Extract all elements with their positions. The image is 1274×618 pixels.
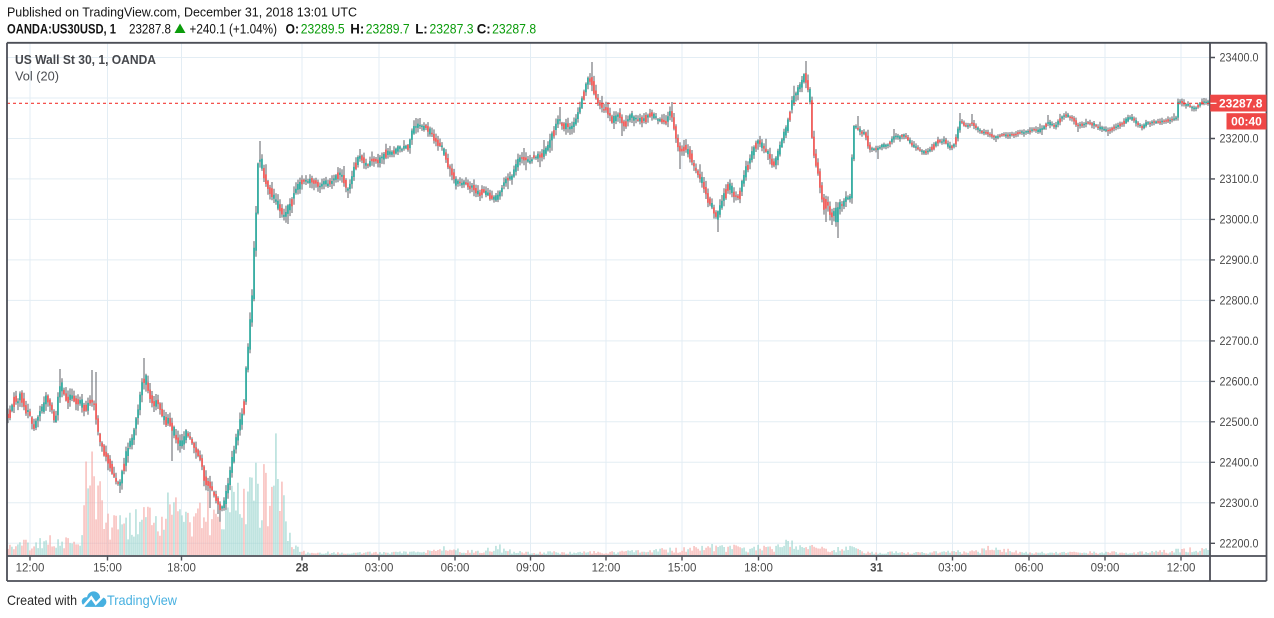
svg-text:22200.0: 22200.0 [1220, 538, 1259, 550]
svg-text:US Wall St 30, 1, OANDA: US Wall St 30, 1, OANDA [15, 52, 157, 67]
svg-text:15:00: 15:00 [93, 563, 122, 575]
svg-text:Vol (20): Vol (20) [15, 70, 59, 84]
svg-text:22800.0: 22800.0 [1220, 295, 1259, 307]
svg-text:12:00: 12:00 [592, 563, 621, 575]
svg-text:TradingView: TradingView [107, 592, 178, 608]
svg-text:28: 28 [296, 563, 309, 575]
svg-text:L:: L: [415, 22, 428, 37]
svg-text:09:00: 09:00 [1091, 563, 1120, 575]
svg-text:23400.0: 23400.0 [1220, 53, 1259, 65]
svg-text:15:00: 15:00 [668, 563, 697, 575]
svg-text:06:00: 06:00 [441, 563, 470, 575]
svg-text:22400.0: 22400.0 [1220, 457, 1259, 469]
svg-text:09:00: 09:00 [516, 563, 545, 575]
svg-text:C:: C: [477, 22, 491, 37]
svg-text:23200.0: 23200.0 [1220, 134, 1259, 146]
svg-text:12:00: 12:00 [1167, 563, 1196, 575]
svg-text:18:00: 18:00 [167, 563, 196, 575]
svg-text:22500.0: 22500.0 [1220, 417, 1259, 429]
svg-text:06:00: 06:00 [1015, 563, 1044, 575]
svg-text:23287.8: 23287.8 [1219, 97, 1263, 111]
svg-text:22300.0: 22300.0 [1220, 498, 1259, 510]
svg-text:+240.1 (+1.04%): +240.1 (+1.04%) [190, 22, 278, 37]
svg-text:23287.3: 23287.3 [430, 22, 474, 37]
svg-text:00:40: 00:40 [1231, 115, 1262, 129]
svg-text:22600.0: 22600.0 [1220, 376, 1259, 388]
svg-text:18:00: 18:00 [744, 563, 773, 575]
svg-text:03:00: 03:00 [938, 563, 967, 575]
svg-text:23100.0: 23100.0 [1220, 174, 1259, 186]
svg-text:O:: O: [286, 22, 300, 37]
svg-text:23287.8: 23287.8 [129, 22, 171, 37]
svg-text:H:: H: [350, 22, 364, 37]
svg-text:OANDA:US30USD, 1: OANDA:US30USD, 1 [7, 22, 116, 37]
svg-text:12:00: 12:00 [16, 563, 45, 575]
svg-text:Created with: Created with [7, 592, 77, 608]
svg-text:22700.0: 22700.0 [1220, 336, 1259, 348]
svg-text:23000.0: 23000.0 [1220, 214, 1259, 226]
svg-text:23287.8: 23287.8 [492, 22, 536, 37]
svg-text:31: 31 [870, 563, 883, 575]
svg-text:22900.0: 22900.0 [1220, 255, 1259, 267]
svg-text:Published on TradingView.com,: Published on TradingView.com, December 3… [7, 4, 357, 19]
svg-text:23289.7: 23289.7 [366, 22, 410, 37]
svg-text:23289.5: 23289.5 [301, 22, 345, 37]
svg-text:03:00: 03:00 [365, 563, 394, 575]
